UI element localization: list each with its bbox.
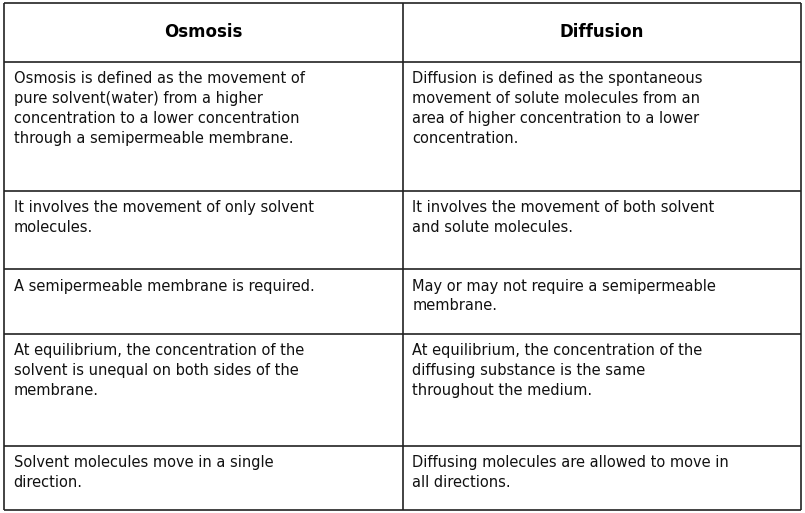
- Text: At equilibrium, the concentration of the
diffusing substance is the same
through: At equilibrium, the concentration of the…: [412, 343, 703, 398]
- Text: It involves the movement of only solvent
molecules.: It involves the movement of only solvent…: [14, 200, 314, 234]
- Text: Diffusion is defined as the spontaneous
movement of solute molecules from an
are: Diffusion is defined as the spontaneous …: [412, 71, 703, 146]
- Text: Diffusion: Diffusion: [559, 24, 644, 42]
- Text: Diffusing molecules are allowed to move in
all directions.: Diffusing molecules are allowed to move …: [412, 455, 729, 490]
- Text: At equilibrium, the concentration of the
solvent is unequal on both sides of the: At equilibrium, the concentration of the…: [14, 343, 304, 398]
- Text: A semipermeable membrane is required.: A semipermeable membrane is required.: [14, 279, 315, 293]
- Text: Osmosis: Osmosis: [164, 24, 242, 42]
- Text: It involves the movement of both solvent
and solute molecules.: It involves the movement of both solvent…: [412, 200, 714, 234]
- Text: Osmosis is defined as the movement of
pure solvent(water) from a higher
concentr: Osmosis is defined as the movement of pu…: [14, 71, 304, 146]
- Text: Solvent molecules move in a single
direction.: Solvent molecules move in a single direc…: [14, 455, 274, 490]
- Text: May or may not require a semipermeable
membrane.: May or may not require a semipermeable m…: [412, 279, 716, 313]
